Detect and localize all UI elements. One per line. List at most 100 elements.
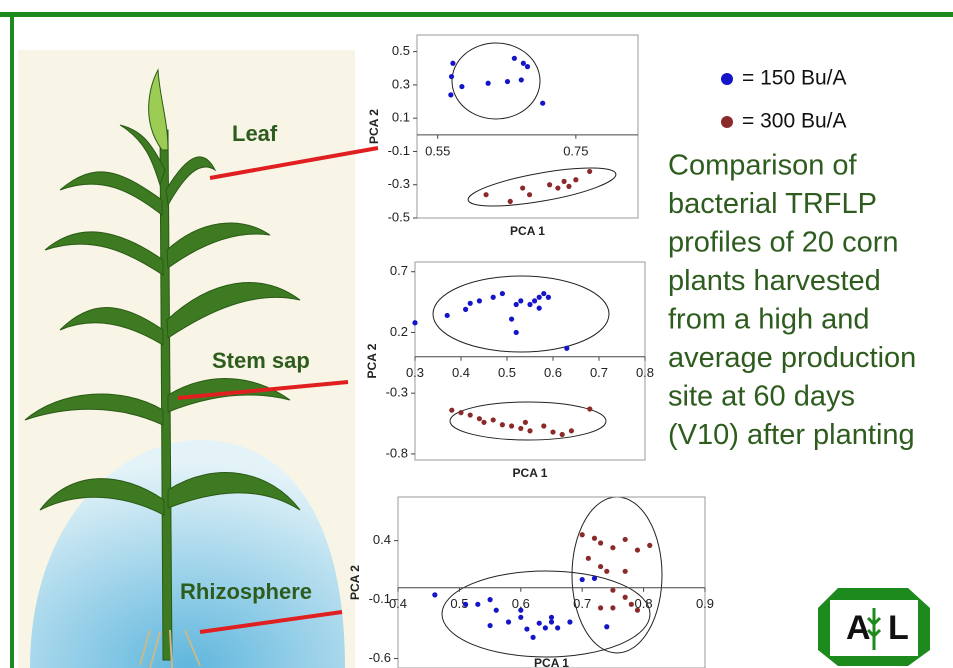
point: [587, 169, 592, 174]
logo-letter: L: [888, 609, 909, 647]
point: [635, 547, 640, 552]
y-tick-label: -0.8: [386, 445, 408, 460]
x-tick-label: 0.6: [544, 365, 562, 380]
x-axis-label: PCA 1: [513, 466, 548, 480]
point: [491, 295, 496, 300]
point: [449, 74, 454, 79]
point: [580, 577, 585, 582]
point: [477, 416, 482, 421]
y-tick-label: 0.1: [392, 110, 410, 125]
y-axis-label: PCA 2: [365, 343, 379, 378]
x-axis-label: PCA 1: [510, 224, 545, 238]
point: [586, 556, 591, 561]
point: [512, 56, 517, 61]
plant-label: Stem sap: [212, 348, 310, 373]
point: [604, 624, 609, 629]
x-tick-label: 0.4: [452, 365, 470, 380]
point: [500, 422, 505, 427]
logo: A L: [818, 588, 930, 666]
point: [525, 64, 530, 69]
y-tick-label: -0.3: [388, 176, 410, 191]
y-axis-label: PCA 2: [367, 109, 381, 144]
point: [449, 408, 454, 413]
point: [537, 295, 542, 300]
point: [541, 423, 546, 428]
logo-letter: A: [846, 609, 871, 647]
point: [521, 61, 526, 66]
y-tick-label: 0.5: [392, 43, 410, 58]
x-tick-label: 0.5: [498, 365, 516, 380]
point: [604, 569, 609, 574]
point: [546, 295, 551, 300]
description-line: plants harvested: [668, 265, 881, 297]
point: [610, 588, 615, 593]
description-line: bacterial TRFLP: [668, 188, 877, 220]
point: [486, 81, 491, 86]
plant-label: Rhizosphere: [180, 579, 312, 604]
point: [537, 306, 542, 311]
x-tick-label: 0.4: [389, 596, 407, 611]
point: [610, 605, 615, 610]
point: [519, 77, 524, 82]
point: [514, 302, 519, 307]
description-line: site at 60 days: [668, 381, 855, 413]
point: [527, 428, 532, 433]
description-line: (V10) after planting: [668, 419, 915, 451]
point: [500, 291, 505, 296]
point: [505, 79, 510, 84]
point: [412, 320, 417, 325]
point: [520, 185, 525, 190]
point: [580, 532, 585, 537]
point: [592, 576, 597, 581]
point: [494, 608, 499, 613]
x-tick-label: 0.7: [590, 365, 608, 380]
point: [518, 426, 523, 431]
point: [635, 608, 640, 613]
point: [598, 605, 603, 610]
point: [573, 177, 578, 182]
point: [566, 184, 571, 189]
point: [458, 410, 463, 415]
point: [560, 432, 565, 437]
description-line: from a high and: [668, 304, 870, 336]
top-border: [0, 12, 953, 17]
point: [509, 316, 514, 321]
point: [592, 536, 597, 541]
point: [623, 595, 628, 600]
point: [463, 307, 468, 312]
y-axis-label: PCA 2: [348, 565, 362, 600]
point: [514, 330, 519, 335]
x-tick-label: 0.7: [573, 596, 591, 611]
point: [550, 429, 555, 434]
point: [569, 428, 574, 433]
y-tick-label: 0.3: [392, 76, 410, 91]
y-tick-label: 0.2: [390, 324, 408, 339]
point: [475, 602, 480, 607]
point: [555, 185, 560, 190]
point: [549, 615, 554, 620]
legend-swatch: [721, 116, 733, 128]
y-tick-label: -0.1: [369, 591, 391, 606]
point: [488, 623, 493, 628]
x-tick-label: 0.9: [696, 596, 714, 611]
point: [537, 621, 542, 626]
point: [491, 417, 496, 422]
point: [549, 619, 554, 624]
slide: Leaf Stem sap Rhizosphere = 150 Bu/A = 3…: [0, 0, 953, 668]
legend-label: = 300 Bu/A: [742, 110, 847, 133]
left-border: [10, 12, 14, 668]
point: [518, 615, 523, 620]
plant-label: Leaf: [232, 121, 278, 146]
description-line: profiles of 20 corn: [668, 227, 899, 259]
point: [629, 602, 634, 607]
legend-label: = 150 Bu/A: [742, 67, 847, 90]
point: [623, 569, 628, 574]
legend-swatch: [721, 73, 733, 85]
y-tick-label: 0.7: [390, 263, 408, 278]
x-tick-label: 0.75: [563, 143, 588, 158]
point: [463, 602, 468, 607]
point: [562, 179, 567, 184]
y-tick-label: -0.5: [388, 209, 410, 224]
x-tick-label: 0.3: [406, 365, 424, 380]
point: [445, 313, 450, 318]
